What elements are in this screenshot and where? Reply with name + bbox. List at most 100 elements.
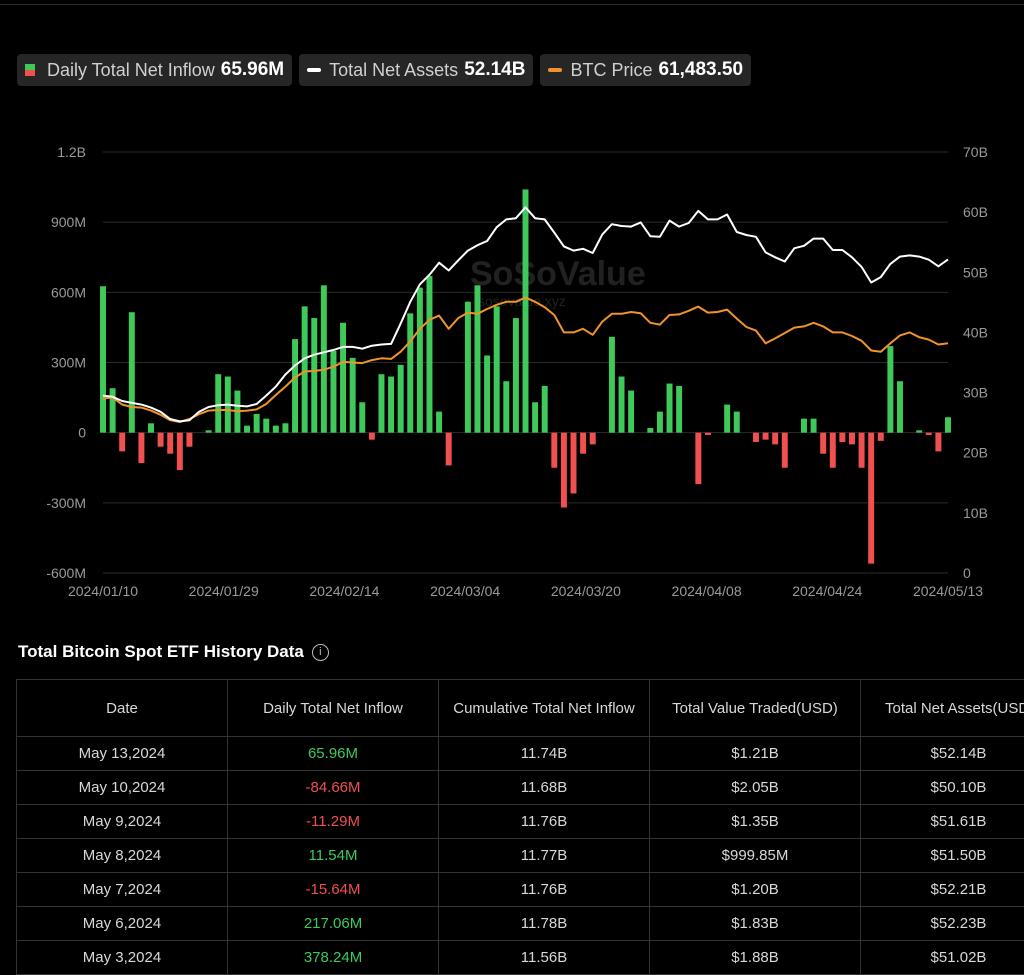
cell-net-assets: $52.21B xyxy=(861,873,1024,907)
cell-daily-inflow: -84.66M xyxy=(228,771,439,805)
inflow-bar xyxy=(523,189,529,432)
legend-inflow-value: 65.96M xyxy=(221,59,284,81)
inflow-bar xyxy=(119,433,125,452)
col-value-traded[interactable]: Total Value Traded(USD) xyxy=(650,680,861,737)
cell-date: May 3,2024 xyxy=(17,941,228,975)
inflow-bar xyxy=(158,433,164,447)
inflow-bar xyxy=(282,423,288,432)
inflow-bar xyxy=(532,402,538,432)
cell-traded: $1.88B xyxy=(650,941,861,975)
table-header-row: Date Daily Total Net Inflow Cumulative T… xyxy=(17,680,1024,737)
y-right-tick-label: 70B xyxy=(963,144,988,160)
cell-date: May 8,2024 xyxy=(17,839,228,873)
inflow-bar xyxy=(311,318,317,433)
inflow-bar xyxy=(695,433,701,484)
inflow-bar xyxy=(811,419,817,433)
cell-date: May 6,2024 xyxy=(17,907,228,941)
cell-cumulative: 11.77B xyxy=(439,839,650,873)
inflow-bar xyxy=(734,412,740,433)
cell-daily-inflow: 11.54M xyxy=(228,839,439,873)
legend-assets-chip[interactable]: Total Net Assets 52.14B xyxy=(299,54,533,86)
inflow-bar xyxy=(177,433,183,470)
inflow-bar xyxy=(705,433,711,435)
inflow-bar xyxy=(763,433,769,440)
col-date[interactable]: Date xyxy=(17,680,228,737)
cell-traded: $1.20B xyxy=(650,873,861,907)
inflow-bar xyxy=(215,374,221,432)
legend-btc-value: 61,483.50 xyxy=(658,59,743,81)
chart-legend: Daily Total Net Inflow 65.96M Total Net … xyxy=(17,54,751,86)
inflow-bar xyxy=(138,433,144,463)
cell-cumulative: 11.78B xyxy=(439,907,650,941)
legend-btc-chip[interactable]: BTC Price 61,483.50 xyxy=(540,54,751,86)
cell-date: May 9,2024 xyxy=(17,805,228,839)
legend-inflow-label: Daily Total Net Inflow xyxy=(47,60,215,81)
inflow-bar xyxy=(503,381,509,432)
inflow-bar xyxy=(772,433,778,445)
y-right-tick-label: 30B xyxy=(963,385,988,401)
inflow-bar xyxy=(244,426,250,433)
inflow-bar xyxy=(129,312,135,432)
cell-date: May 13,2024 xyxy=(17,737,228,771)
x-tick-label: 2024/05/13 xyxy=(913,583,983,599)
cell-cumulative: 11.76B xyxy=(439,805,650,839)
inflow-bar xyxy=(340,323,346,433)
assets-line-swatch-icon xyxy=(307,68,321,72)
x-tick-label: 2024/03/20 xyxy=(551,583,621,599)
cell-date: May 7,2024 xyxy=(17,873,228,907)
inflow-bar xyxy=(475,285,481,432)
inflow-bar xyxy=(657,412,663,433)
inflow-bar xyxy=(667,384,673,433)
y-right-tick-label: 20B xyxy=(963,445,988,461)
cell-daily-inflow: 65.96M xyxy=(228,737,439,771)
inflow-bar xyxy=(935,433,941,452)
cell-traded: $999.85M xyxy=(650,839,861,873)
inflow-bar xyxy=(580,433,586,454)
inflow-bar xyxy=(321,285,327,432)
cell-traded: $1.83B xyxy=(650,907,861,941)
info-icon[interactable]: i xyxy=(312,644,329,661)
y-left-tick-label: -600M xyxy=(46,565,86,581)
inflow-bar xyxy=(186,433,192,447)
col-net-assets[interactable]: Total Net Assets(USD) xyxy=(861,680,1024,737)
x-tick-label: 2024/04/24 xyxy=(792,583,862,599)
y-right-tick-label: 40B xyxy=(963,324,988,340)
inflow-bar xyxy=(753,433,759,442)
legend-assets-label: Total Net Assets xyxy=(329,60,458,81)
x-tick-label: 2024/03/04 xyxy=(430,583,500,599)
cell-traded: $1.35B xyxy=(650,805,861,839)
y-right-tick-label: 10B xyxy=(963,505,988,521)
col-cumulative-inflow[interactable]: Cumulative Total Net Inflow xyxy=(439,680,650,737)
inflow-bar xyxy=(849,433,855,445)
y-left-tick-label: 900M xyxy=(51,214,86,230)
cell-net-assets: $52.14B xyxy=(861,737,1024,771)
inflow-bar xyxy=(839,433,845,442)
inflow-bar xyxy=(494,306,500,432)
legend-inflow-chip[interactable]: Daily Total Net Inflow 65.96M xyxy=(17,54,292,86)
cell-net-assets: $52.23B xyxy=(861,907,1024,941)
inflow-bar xyxy=(110,388,116,432)
inflow-bars xyxy=(100,189,951,563)
inflow-bar xyxy=(330,351,336,433)
inflow-bar xyxy=(859,433,865,468)
col-daily-inflow[interactable]: Daily Total Net Inflow xyxy=(228,680,439,737)
inflow-bar xyxy=(254,414,260,433)
inflow-bar xyxy=(628,391,634,433)
cell-cumulative: 11.68B xyxy=(439,771,650,805)
y-right-tick-label: 60B xyxy=(963,204,988,220)
cell-net-assets: $51.02B xyxy=(861,941,1024,975)
cell-net-assets: $51.61B xyxy=(861,805,1024,839)
inflow-bar xyxy=(359,402,365,432)
inflow-bar xyxy=(897,381,903,432)
inflow-bar xyxy=(465,302,471,433)
inflow-bar xyxy=(782,433,788,468)
cell-net-assets: $50.10B xyxy=(861,771,1024,805)
